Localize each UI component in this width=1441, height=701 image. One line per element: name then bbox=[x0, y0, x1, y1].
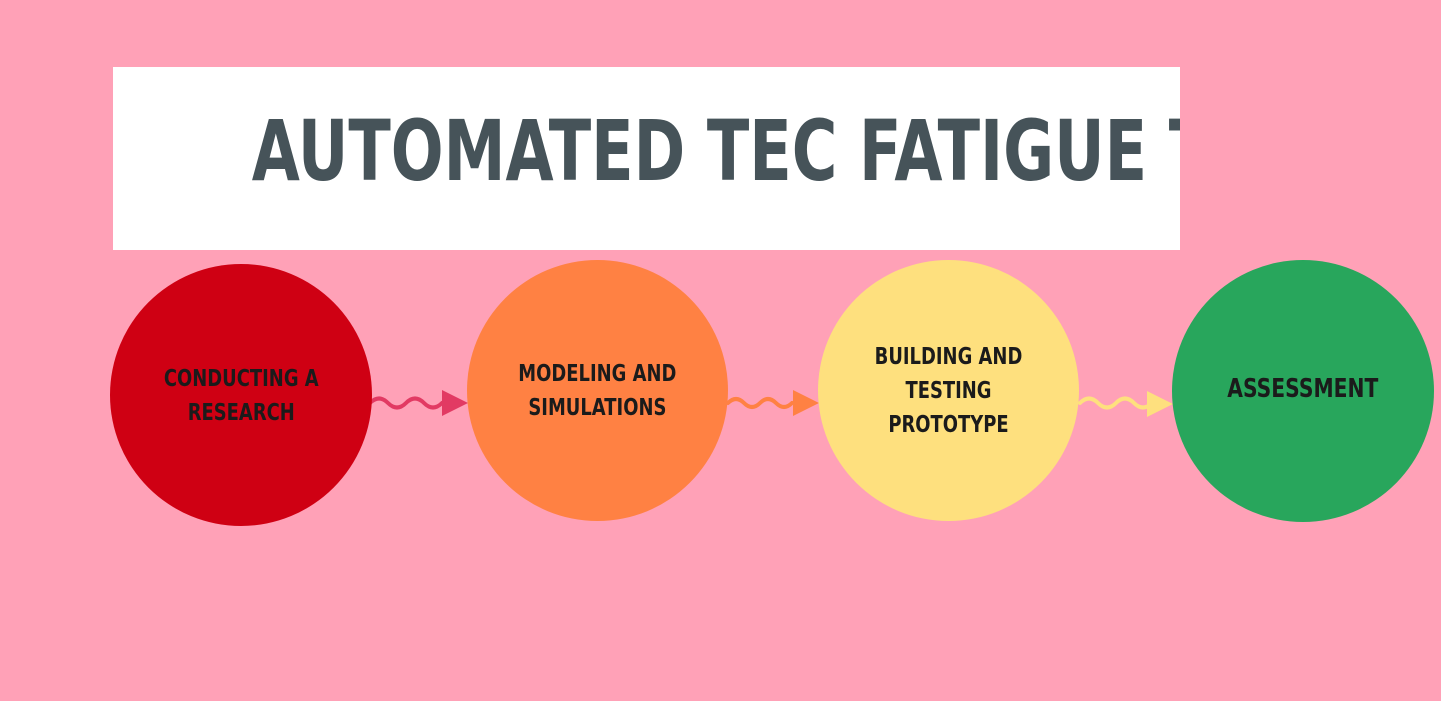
wavy-connector bbox=[726, 397, 794, 409]
step-label: CONDUCTING A RESEARCH bbox=[163, 366, 319, 426]
arrow-modeling-to-building bbox=[726, 390, 819, 416]
arrow-building-to-assessment bbox=[1078, 391, 1173, 417]
step-modeling-simulations: MODELING AND SIMULATIONS bbox=[467, 260, 728, 521]
arrowhead bbox=[1147, 391, 1173, 417]
arrowhead bbox=[442, 390, 468, 416]
arrow-research-to-modeling bbox=[368, 390, 468, 416]
step-conducting-research: CONDUCTING A RESEARCH bbox=[110, 264, 372, 526]
step-label: MODELING AND SIMULATIONS bbox=[518, 360, 677, 421]
wavy-connector bbox=[368, 396, 444, 410]
arrowhead bbox=[793, 390, 819, 416]
wavy-connector bbox=[1078, 396, 1154, 410]
step-building-testing-prototype: BUILDING AND TESTING PROTOTYPE bbox=[818, 260, 1079, 521]
diagram-title: AUTOMATED TEC FATIGUE TESTING bbox=[251, 102, 1180, 200]
step-assessment: ASSESSMENT bbox=[1172, 260, 1434, 522]
title-banner: AUTOMATED TEC FATIGUE TESTING bbox=[113, 67, 1180, 250]
step-label: ASSESSMENT bbox=[1227, 374, 1379, 404]
step-label: BUILDING AND TESTING PROTOTYPE bbox=[874, 343, 1023, 438]
